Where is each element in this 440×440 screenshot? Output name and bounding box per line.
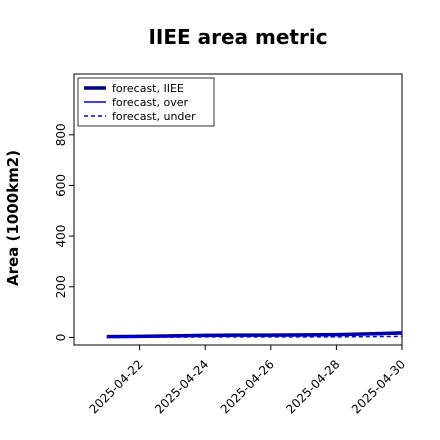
y-tick-label: 600 xyxy=(54,174,68,197)
legend-label: forecast, under xyxy=(112,110,196,123)
y-tick-label: 800 xyxy=(54,123,68,146)
legend-box xyxy=(77,77,215,127)
y-tick-label: 0 xyxy=(54,334,68,342)
series-line-3 xyxy=(106,335,403,338)
legend-label: forecast, over xyxy=(112,96,188,109)
legend-label: forecast, IIEE xyxy=(112,82,184,95)
y-tick-label: 200 xyxy=(54,275,68,298)
y-tick-label: 400 xyxy=(54,225,68,248)
chart-title: IIEE area metric xyxy=(148,25,327,49)
x-tick-label: 2025-04-30 xyxy=(349,357,408,416)
series-line-2 xyxy=(106,333,403,338)
x-tick-label: 2025-04-24 xyxy=(152,357,211,416)
y-axis-label: Area (1000km2) xyxy=(4,150,22,286)
x-tick-label: 2025-04-22 xyxy=(87,357,146,416)
x-tick-label: 2025-04-26 xyxy=(218,357,277,416)
plot-frame xyxy=(73,73,403,346)
x-tick-label: 2025-04-28 xyxy=(283,357,342,416)
series-layer xyxy=(106,331,403,339)
